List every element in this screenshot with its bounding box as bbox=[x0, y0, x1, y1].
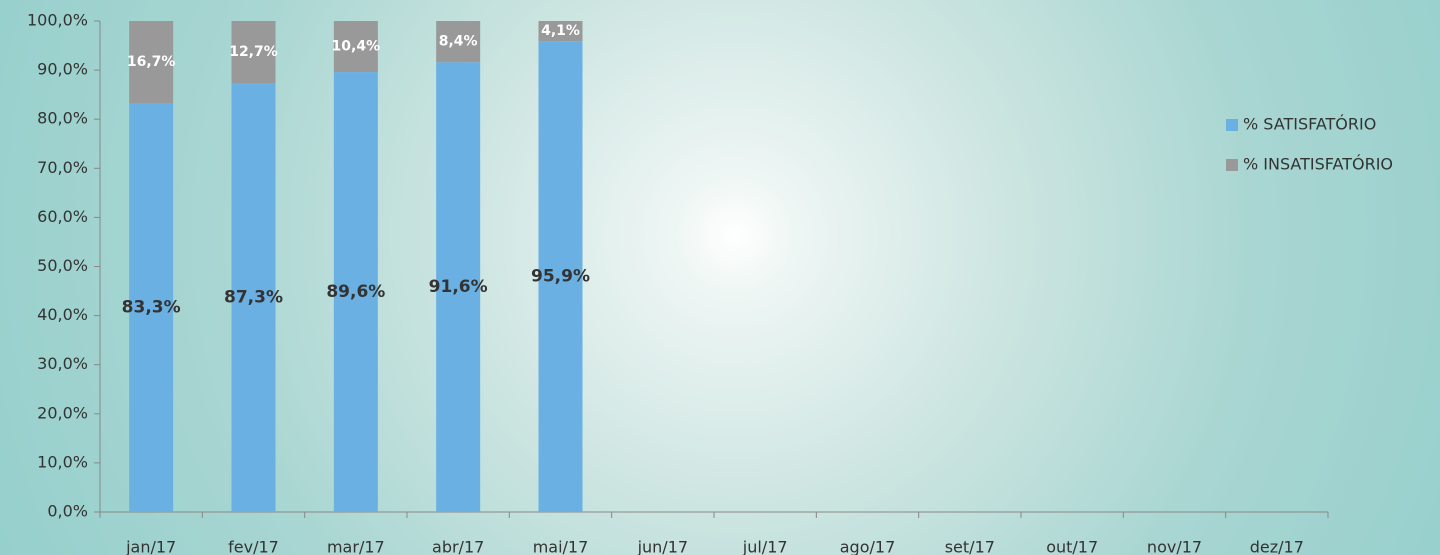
x-tick-label: mai/17 bbox=[533, 538, 589, 555]
y-tick-label: 20,0% bbox=[37, 403, 88, 422]
x-tick-label: set/17 bbox=[945, 538, 995, 555]
legend-label: % SATISFATÓRIO bbox=[1243, 115, 1376, 134]
data-label: 12,7% bbox=[229, 44, 278, 60]
data-label: 8,4% bbox=[439, 34, 478, 50]
legend-label: % INSATISFATÓRIO bbox=[1243, 155, 1393, 174]
x-tick-label: jun/17 bbox=[637, 538, 688, 555]
x-tick-label: jul/17 bbox=[742, 538, 788, 555]
data-label: 89,6% bbox=[326, 282, 385, 302]
x-tick-label: nov/17 bbox=[1147, 538, 1202, 555]
data-label: 10,4% bbox=[332, 39, 381, 55]
chart: 0,0% 10,0% 20,0% 30,0% 40,0% 50,0% 60,0% 70,0% 8… bbox=[0, 0, 1440, 555]
x-tick-label: ago/17 bbox=[840, 538, 896, 555]
legend-swatch bbox=[1226, 159, 1238, 171]
x-tick-label: mar/17 bbox=[327, 538, 385, 555]
y-tick-label: 10,0% bbox=[37, 452, 88, 471]
y-tick-label: 70,0% bbox=[37, 158, 88, 177]
x-tick-label: jan/17 bbox=[125, 538, 176, 555]
data-label: 16,7% bbox=[127, 54, 176, 70]
data-label: 91,6% bbox=[429, 277, 488, 297]
y-tick-label: 100,0% bbox=[27, 11, 88, 30]
data-label: 83,3% bbox=[122, 297, 181, 317]
y-tick-label: 50,0% bbox=[37, 256, 88, 275]
data-label: 87,3% bbox=[224, 288, 283, 308]
data-label: 4,1% bbox=[541, 23, 580, 39]
x-tick-label: out/17 bbox=[1046, 538, 1098, 555]
y-tick-label: 90,0% bbox=[37, 60, 88, 79]
x-tick-label: fev/17 bbox=[228, 538, 279, 555]
x-tick-label: abr/17 bbox=[432, 538, 484, 555]
data-label: 95,9% bbox=[531, 267, 590, 287]
y-tick-label: 60,0% bbox=[37, 207, 88, 226]
legend-swatch bbox=[1226, 119, 1238, 131]
x-tick-label: dez/17 bbox=[1250, 538, 1304, 555]
y-tick-label: 40,0% bbox=[37, 305, 88, 324]
y-tick-label: 80,0% bbox=[37, 109, 88, 128]
y-tick-label: 0,0% bbox=[47, 502, 88, 521]
y-tick-label: 30,0% bbox=[37, 354, 88, 373]
